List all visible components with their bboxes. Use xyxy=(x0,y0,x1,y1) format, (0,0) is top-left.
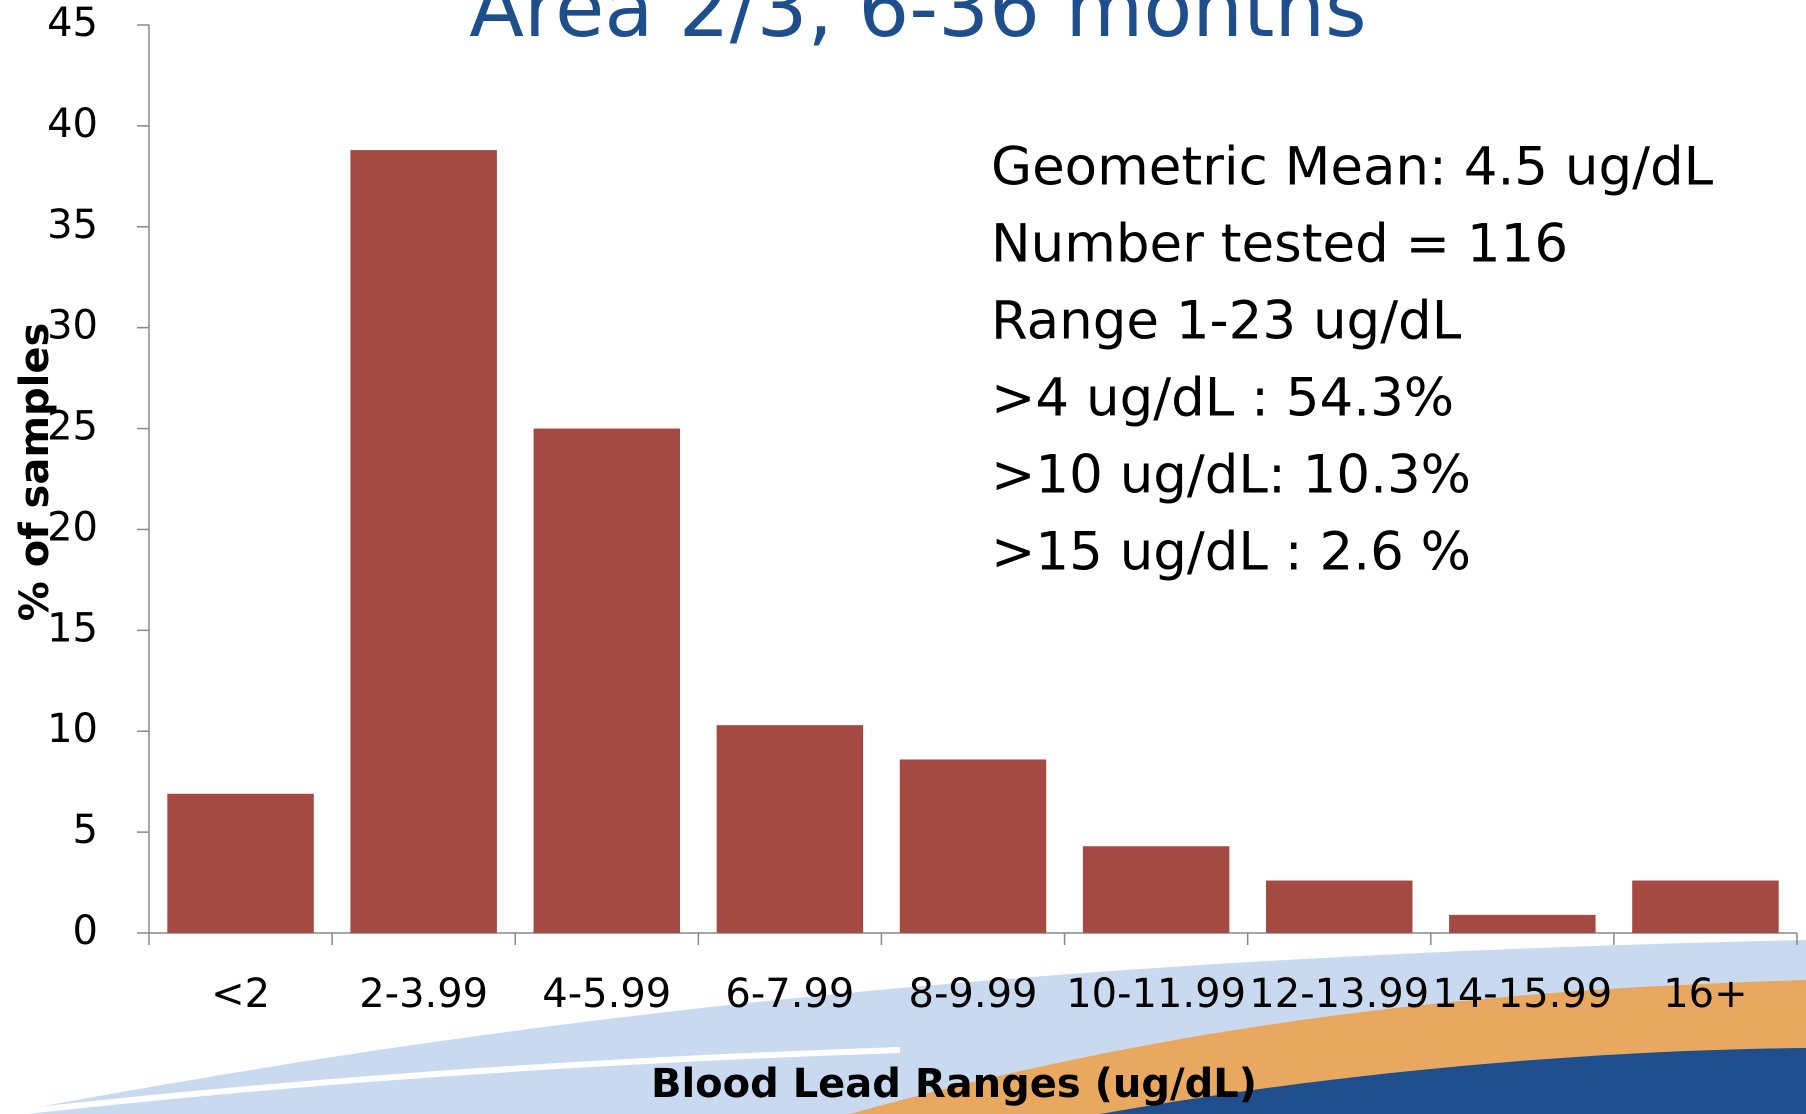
x-tick-label: 4-5.99 xyxy=(542,971,671,1017)
bar xyxy=(167,793,314,933)
x-tick-label: 10-11.99 xyxy=(1066,971,1246,1017)
x-tick-label: 2-3.99 xyxy=(359,971,488,1017)
annotation: >15 ug/dL : 2.6 % xyxy=(991,522,1471,583)
bar xyxy=(1632,880,1779,933)
y-tick-label: 10 xyxy=(47,706,98,752)
y-tick-label: 15 xyxy=(47,605,98,651)
x-tick-label: 12-13.99 xyxy=(1249,971,1429,1017)
y-tick-label: 40 xyxy=(47,101,98,147)
bar xyxy=(350,150,497,933)
x-tick-label: 8-9.99 xyxy=(909,971,1038,1017)
y-tick-label: 25 xyxy=(47,404,98,450)
x-tick-label: 16+ xyxy=(1663,971,1747,1017)
bar xyxy=(899,759,1047,933)
y-tick-label: 30 xyxy=(47,303,98,349)
annotation: Geometric Mean: 4.5 ug/dL xyxy=(991,137,1714,198)
bar xyxy=(1265,880,1413,933)
swoosh-dark xyxy=(1100,1048,1806,1114)
bar xyxy=(716,725,864,933)
x-tick-label: 6-7.99 xyxy=(725,971,854,1017)
y-tick-label: 35 xyxy=(47,202,98,248)
bar xyxy=(1449,914,1596,933)
y-tick-label: 20 xyxy=(47,504,98,550)
bar xyxy=(533,428,681,933)
bar xyxy=(1082,846,1230,933)
annotation: Range 1-23 ug/dL xyxy=(991,291,1462,352)
annotation: >10 ug/dL: 10.3% xyxy=(991,445,1471,506)
annotation: >4 ug/dL : 54.3% xyxy=(991,368,1454,429)
chart-title: Area 2/3, 6-36 months xyxy=(469,0,1366,55)
y-tick-label: 5 xyxy=(73,807,98,853)
y-tick-label: 45 xyxy=(47,0,98,46)
y-axis-label: % of samples xyxy=(12,323,58,622)
y-tick-label: 0 xyxy=(73,908,98,954)
annotation: Number tested = 116 xyxy=(991,214,1568,275)
x-axis-label: Blood Lead Ranges (ug/dL) xyxy=(651,1061,1257,1107)
background-swoosh xyxy=(0,940,1806,1114)
x-tick-label: <2 xyxy=(211,971,270,1017)
x-tick-label: 14-15.99 xyxy=(1432,971,1612,1017)
swoosh-highlight xyxy=(0,1047,901,1114)
